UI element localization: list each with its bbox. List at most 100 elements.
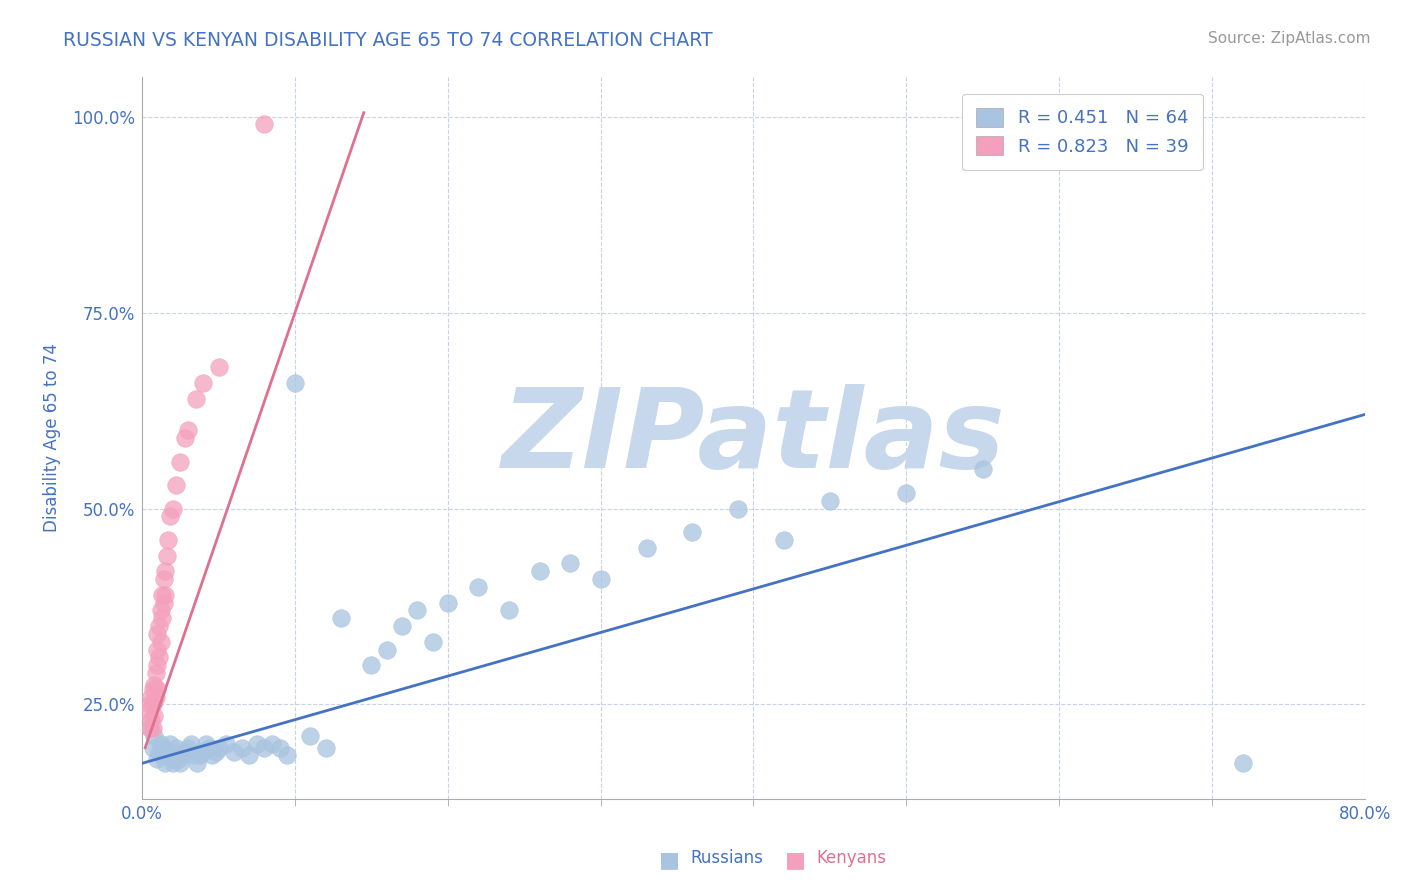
Point — [284, 376, 307, 391]
Point — [215, 737, 238, 751]
Point — [193, 744, 215, 758]
Point — [156, 748, 179, 763]
Point — [174, 744, 197, 758]
Point — [253, 740, 276, 755]
Point — [207, 740, 229, 755]
Point — [177, 740, 200, 755]
Point — [1232, 756, 1254, 771]
Point — [142, 721, 165, 735]
Point — [180, 737, 202, 751]
Point — [818, 493, 841, 508]
Point — [238, 748, 260, 763]
Point — [149, 737, 172, 751]
Point — [529, 564, 551, 578]
Text: Source: ZipAtlas.com: Source: ZipAtlas.com — [1208, 31, 1371, 46]
Point — [773, 533, 796, 547]
Point — [163, 752, 186, 766]
Point — [153, 588, 176, 602]
Point — [152, 740, 174, 755]
Point — [148, 744, 170, 758]
Point — [142, 698, 165, 712]
Point — [246, 737, 269, 751]
Point — [391, 619, 413, 633]
Point — [165, 740, 187, 755]
Y-axis label: Disability Age 65 to 74: Disability Age 65 to 74 — [44, 343, 60, 533]
Point — [145, 666, 167, 681]
Point — [204, 744, 226, 758]
Point — [188, 748, 211, 763]
Point — [193, 376, 215, 391]
Point — [727, 501, 749, 516]
Text: Kenyans: Kenyans — [817, 849, 887, 867]
Point — [896, 486, 918, 500]
Point — [159, 509, 181, 524]
Point — [139, 721, 162, 735]
Point — [157, 744, 180, 758]
Point — [276, 748, 298, 763]
Point — [198, 740, 221, 755]
Point — [498, 603, 520, 617]
Point — [153, 564, 176, 578]
Text: RUSSIAN VS KENYAN DISABILITY AGE 65 TO 74 CORRELATION CHART: RUSSIAN VS KENYAN DISABILITY AGE 65 TO 7… — [63, 31, 713, 50]
Point — [156, 549, 179, 563]
Point — [262, 737, 284, 751]
Point — [152, 572, 174, 586]
Point — [150, 611, 173, 625]
Point — [141, 690, 163, 704]
Point — [146, 642, 169, 657]
Point — [146, 752, 169, 766]
Point — [222, 744, 245, 758]
Point — [681, 524, 703, 539]
Point — [148, 650, 170, 665]
Point — [169, 756, 191, 771]
Point — [184, 392, 207, 406]
Point — [207, 360, 229, 375]
Point — [152, 596, 174, 610]
Point — [195, 737, 218, 751]
Point — [170, 748, 193, 763]
Point — [143, 729, 166, 743]
Point — [157, 533, 180, 547]
Point — [150, 748, 173, 763]
Point — [142, 681, 165, 696]
Point — [146, 681, 169, 696]
Point — [360, 658, 382, 673]
Point — [589, 572, 612, 586]
Point — [149, 603, 172, 617]
Point — [146, 627, 169, 641]
Point — [636, 541, 658, 555]
Point — [299, 729, 322, 743]
Point — [139, 698, 162, 712]
Point — [136, 706, 159, 720]
Point — [149, 634, 172, 648]
Point — [148, 619, 170, 633]
Point — [558, 557, 581, 571]
Point — [162, 501, 184, 516]
Text: Russians: Russians — [690, 849, 763, 867]
Text: ■: ■ — [658, 850, 679, 870]
Point — [177, 423, 200, 437]
Point — [145, 690, 167, 704]
Point — [406, 603, 429, 617]
Point — [167, 752, 190, 766]
Point — [375, 642, 398, 657]
Point — [153, 756, 176, 771]
Point — [159, 737, 181, 751]
Point — [201, 748, 224, 763]
Point — [165, 478, 187, 492]
Point — [186, 756, 208, 771]
Text: ZIPatlas: ZIPatlas — [502, 384, 1005, 491]
Point — [143, 693, 166, 707]
Point — [166, 748, 188, 763]
Point — [183, 748, 205, 763]
Point — [150, 588, 173, 602]
Point — [160, 748, 183, 763]
Point — [162, 756, 184, 771]
Legend: R = 0.451   N = 64, R = 0.823   N = 39: R = 0.451 N = 64, R = 0.823 N = 39 — [962, 94, 1204, 170]
Point — [169, 454, 191, 468]
Point — [143, 709, 166, 723]
Point — [174, 431, 197, 445]
Point — [139, 721, 162, 735]
Point — [146, 658, 169, 673]
Point — [141, 713, 163, 727]
